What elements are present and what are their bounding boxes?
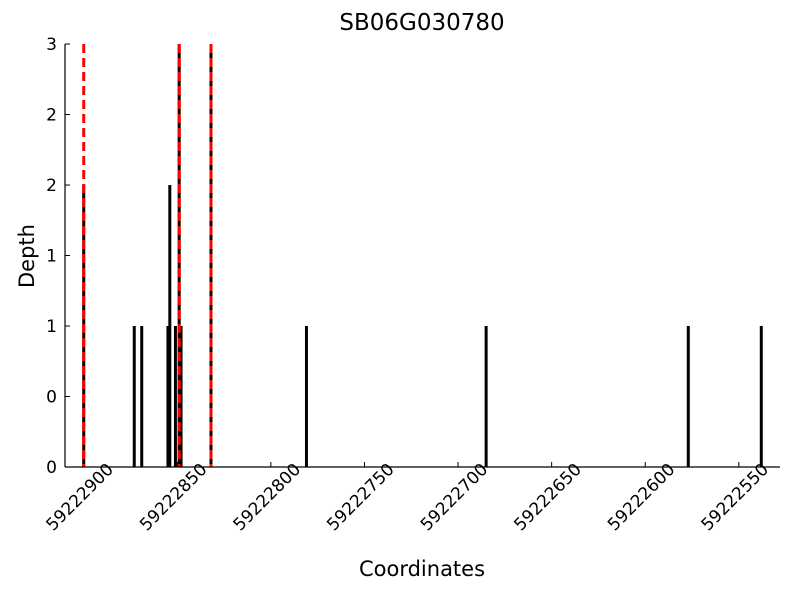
bar — [173, 326, 177, 467]
bar — [132, 326, 136, 467]
y-tick-label: 1 — [46, 317, 57, 337]
x-tick-label: 59222750 — [323, 460, 398, 535]
x-tick-label: 59222850 — [136, 460, 211, 535]
y-tick-label: 0 — [46, 388, 57, 408]
bar — [140, 326, 144, 467]
x-tick-label: 59222600 — [604, 460, 679, 535]
y-tick-label: 0 — [46, 458, 57, 478]
bar — [484, 326, 488, 467]
chart-title: SB06G030780 — [339, 10, 504, 36]
bar — [304, 326, 308, 467]
bar — [166, 326, 170, 467]
bar — [179, 326, 183, 467]
y-tick-label: 2 — [46, 106, 57, 126]
x-tick-label: 59222650 — [510, 460, 585, 535]
x-tick-label: 59222550 — [698, 460, 773, 535]
y-tick-label: 2 — [46, 176, 57, 196]
bar — [759, 326, 763, 467]
y-axis-label: Depth — [15, 224, 39, 288]
y-tick-label: 1 — [46, 247, 57, 267]
bar — [168, 185, 172, 467]
y-tick-label: 3 — [46, 35, 57, 55]
x-axis-label: Coordinates — [359, 557, 485, 581]
bar — [686, 326, 690, 467]
x-tick-label: 59222700 — [417, 460, 492, 535]
x-tick-label: 59222800 — [230, 460, 305, 535]
